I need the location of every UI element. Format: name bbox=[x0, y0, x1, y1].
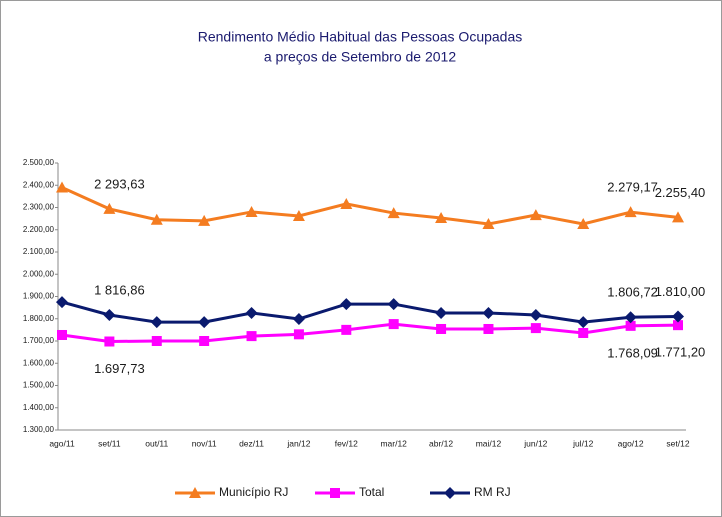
value-label: 1.806,72 bbox=[607, 285, 658, 300]
y-tick-label: 1.300,00 bbox=[23, 425, 55, 434]
marker bbox=[198, 214, 211, 226]
marker bbox=[199, 336, 210, 346]
value-label: 1.810,00 bbox=[655, 284, 706, 299]
value-label: 1.771,20 bbox=[655, 345, 706, 360]
marker bbox=[292, 312, 305, 325]
x-tick-label: nov/11 bbox=[192, 438, 217, 448]
marker bbox=[577, 316, 590, 329]
marker bbox=[56, 181, 68, 193]
value-label: 2 293,63 bbox=[94, 176, 145, 191]
y-tick-label: 1.600,00 bbox=[23, 358, 55, 367]
marker bbox=[578, 327, 589, 338]
marker bbox=[150, 213, 163, 225]
marker bbox=[387, 207, 400, 219]
marker bbox=[435, 211, 448, 223]
marker bbox=[245, 306, 258, 319]
marker bbox=[436, 323, 447, 334]
marker bbox=[577, 217, 590, 229]
marker bbox=[387, 298, 400, 311]
marker bbox=[341, 324, 352, 335]
marker bbox=[625, 320, 636, 331]
y-tick-label: 1.800,00 bbox=[23, 314, 55, 323]
x-tick-label: mar/12 bbox=[380, 438, 407, 448]
y-tick-label: 1.900,00 bbox=[23, 292, 55, 301]
marker bbox=[330, 488, 340, 498]
marker bbox=[529, 308, 542, 321]
x-tick-label: abr/12 bbox=[429, 438, 453, 448]
marker bbox=[530, 323, 541, 334]
y-tick-label: 2.100,00 bbox=[23, 247, 55, 256]
marker bbox=[198, 316, 211, 329]
series-line bbox=[61, 322, 679, 344]
value-label: 1.768,09 bbox=[607, 345, 658, 360]
marker bbox=[388, 319, 399, 330]
y-tick-label: 1.400,00 bbox=[23, 403, 55, 412]
marker bbox=[104, 336, 115, 347]
marker bbox=[624, 311, 637, 324]
y-tick-label: 2.200,00 bbox=[23, 225, 55, 234]
series-line bbox=[61, 300, 679, 324]
x-tick-label: ago/11 bbox=[49, 438, 75, 448]
x-tick-label: jan/12 bbox=[286, 438, 310, 448]
chart-subtitle: a preços de Setembro de 2012 bbox=[264, 49, 456, 65]
marker bbox=[245, 205, 258, 217]
marker bbox=[482, 306, 495, 319]
legend-label: RM RJ bbox=[474, 485, 511, 499]
x-tick-label: fev/12 bbox=[335, 438, 358, 448]
y-tick-label: 2.000,00 bbox=[23, 269, 55, 278]
y-tick-label: 2.300,00 bbox=[23, 203, 55, 212]
x-tick-label: jul/12 bbox=[572, 438, 594, 448]
marker bbox=[57, 329, 67, 340]
marker bbox=[292, 209, 305, 221]
marker bbox=[444, 487, 456, 499]
marker bbox=[246, 331, 257, 342]
x-tick-label: dez/11 bbox=[239, 438, 264, 448]
marker bbox=[293, 329, 304, 340]
y-tick-label: 1.700,00 bbox=[23, 336, 55, 345]
marker bbox=[672, 310, 684, 323]
x-tick-label: mai/12 bbox=[476, 438, 502, 448]
x-tick-label: ago/12 bbox=[618, 438, 644, 448]
x-tick-label: jun/12 bbox=[523, 438, 547, 448]
marker bbox=[151, 336, 162, 346]
legend-label: Total bbox=[359, 485, 384, 499]
x-tick-label: set/12 bbox=[666, 438, 689, 448]
marker bbox=[673, 320, 683, 331]
marker bbox=[150, 316, 163, 329]
marker bbox=[529, 209, 542, 221]
marker bbox=[435, 306, 448, 319]
marker bbox=[189, 487, 201, 498]
marker bbox=[482, 217, 495, 229]
x-tick-label: out/11 bbox=[145, 438, 168, 448]
y-tick-label: 2.500,00 bbox=[23, 158, 55, 167]
value-label: 2.279,17 bbox=[607, 180, 658, 195]
marker bbox=[103, 308, 116, 321]
value-label: 2.255,40 bbox=[655, 185, 706, 200]
y-tick-label: 1.500,00 bbox=[23, 381, 55, 390]
x-tick-label: set/11 bbox=[98, 438, 121, 448]
marker bbox=[340, 197, 353, 209]
series-line bbox=[61, 186, 679, 226]
y-tick-label: 2.400,00 bbox=[23, 180, 55, 189]
value-label: 1 816,86 bbox=[94, 282, 145, 297]
marker bbox=[103, 202, 116, 214]
value-label: 1.697,73 bbox=[94, 361, 145, 376]
marker bbox=[624, 206, 637, 218]
marker bbox=[483, 323, 494, 334]
marker bbox=[672, 211, 684, 223]
marker bbox=[340, 298, 353, 311]
legend-label: Município RJ bbox=[219, 485, 288, 499]
chart-title: Rendimento Médio Habitual das Pessoas Oc… bbox=[198, 29, 523, 45]
marker bbox=[56, 296, 68, 309]
